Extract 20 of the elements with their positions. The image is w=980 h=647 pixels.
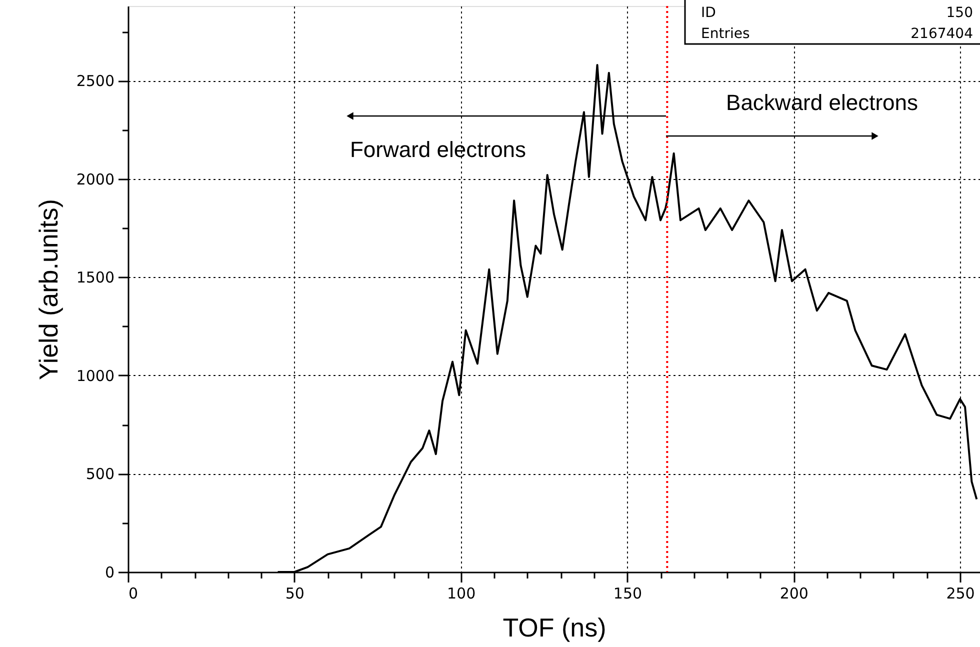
x-tick-label: 0 xyxy=(128,584,138,602)
y-tick-label: 2000 xyxy=(76,170,114,188)
y-tick-label: 0 xyxy=(104,564,114,582)
y-tick-label: 1000 xyxy=(76,366,114,385)
x-tick-label: 100 xyxy=(446,584,476,602)
annotation: Entries xyxy=(701,26,750,42)
annotation: Forward electrons xyxy=(350,137,526,162)
x-tick-label: 150 xyxy=(613,584,642,602)
y-axis-title: Yield (arb.units) xyxy=(33,198,64,380)
annotation: 150 xyxy=(946,5,973,21)
x-axis-title: TOF (ns) xyxy=(502,612,606,642)
y-tick-label: 1500 xyxy=(76,268,114,287)
y-tick-label: 2500 xyxy=(76,72,114,90)
x-tick-label: 200 xyxy=(780,584,808,602)
annotation: Backward electrons xyxy=(726,90,918,115)
annotation: 2167404 xyxy=(910,26,974,42)
y-tick-label: 500 xyxy=(86,465,114,484)
x-tick-label: 50 xyxy=(285,584,304,602)
annotation: ID xyxy=(701,5,716,21)
x-tick-label: 250 xyxy=(946,584,975,602)
